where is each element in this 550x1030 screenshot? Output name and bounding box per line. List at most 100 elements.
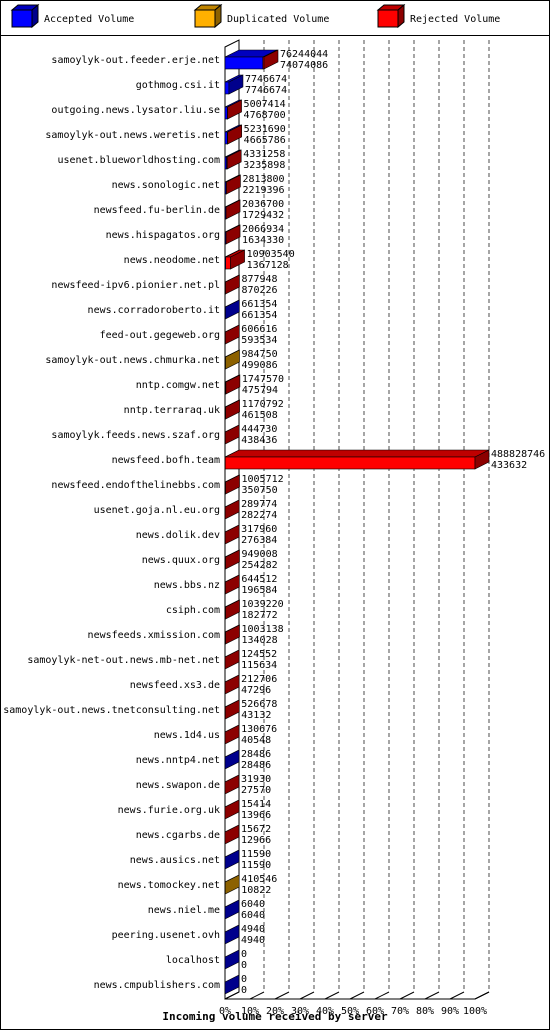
accepted-label: 6040 (241, 910, 265, 921)
accepted-label: 350750 (242, 485, 278, 496)
total-label: 317960 (241, 524, 277, 535)
total-label: 444730 (241, 424, 277, 435)
accepted-label: 661354 (241, 310, 277, 321)
x-tick-label: 90% (441, 1006, 459, 1017)
tick-mark (399, 991, 415, 1000)
accepted-label: 4940 (241, 935, 265, 946)
bar-segment (225, 256, 231, 270)
total-label: 6040 (241, 899, 265, 910)
category-label: newsfeed.bofh.team (112, 455, 220, 466)
accepted-label: 115634 (241, 660, 277, 671)
accepted-label: 27570 (241, 785, 271, 796)
x-tick-label: 60% (366, 1006, 384, 1017)
bar-side (224, 974, 240, 995)
accepted-label: 475794 (242, 385, 278, 396)
tick-mark (424, 991, 440, 1000)
tick-mark (474, 991, 490, 1000)
total-label: 0 (241, 974, 247, 985)
total-label: 1005712 (242, 474, 284, 485)
category-label: peering.usenet.ovh (112, 930, 220, 941)
x-tick-label: 10% (241, 1006, 259, 1017)
x-tick-label: 30% (291, 1006, 309, 1017)
category-label: news.neodome.net (124, 255, 220, 266)
category-label: news.niel.me (148, 905, 220, 916)
bar-side (225, 224, 241, 245)
bar-side (225, 274, 240, 295)
bar-segment (224, 456, 476, 470)
x-tick-label: 70% (391, 1006, 409, 1017)
bar-side (224, 649, 240, 670)
accepted-label: 461508 (242, 410, 278, 421)
bar-side (225, 624, 240, 645)
bar-side (224, 424, 240, 445)
category-label: samoylyk-out.feeder.erje.net (51, 55, 220, 66)
category-label: samoylyk-out.news.tnetconsulting.net (3, 705, 220, 716)
bar-side (225, 374, 241, 395)
accepted-label: 0 (241, 985, 247, 996)
x-tick-label: 0% (219, 1006, 231, 1017)
accepted-label: 254282 (241, 560, 277, 571)
bar-side (474, 449, 490, 470)
category-label: newsfeeds.xmission.com (88, 630, 220, 641)
category-label: newsfeed.endofthelinebbs.com (51, 480, 220, 491)
total-label: 31930 (241, 774, 271, 785)
total-label: 984750 (242, 349, 278, 360)
category-label: news.furie.org.uk (118, 805, 220, 816)
category-label: samoylyk-out.news.chmurka.net (45, 355, 220, 366)
total-label: 1039220 (242, 599, 284, 610)
category-label: samoylyk-out.news.weretis.net (45, 130, 220, 141)
accepted-label: 196584 (241, 585, 277, 596)
bar-side (224, 724, 240, 745)
x-tick-label: 20% (266, 1006, 284, 1017)
x-tick-label: 40% (316, 1006, 334, 1017)
category-label: feed-out.gegeweb.org (100, 330, 220, 341)
bar-side (226, 174, 241, 195)
total-label: 15672 (241, 824, 271, 835)
legend-label: Rejected Volume (410, 14, 500, 25)
category-label: news.tomockey.net (118, 880, 220, 891)
accepted-label: 28486 (241, 760, 271, 771)
total-label: 4331258 (243, 149, 285, 160)
bar-side (224, 699, 240, 720)
total-label: 526678 (241, 699, 277, 710)
total-label: 661354 (241, 299, 277, 310)
accepted-label: 11590 (241, 860, 271, 871)
total-label: 949008 (241, 549, 277, 560)
accepted-label: 182772 (242, 610, 278, 621)
bar-side (227, 99, 242, 120)
accepted-label: 4768700 (244, 110, 286, 121)
accepted-label: 4665786 (244, 135, 286, 146)
total-label: 5007414 (244, 99, 286, 110)
accepted-label: 282274 (241, 510, 277, 521)
category-label: news.cgarbs.de (136, 830, 220, 841)
legend-label: Duplicated Volume (227, 14, 329, 25)
accepted-label: 13966 (241, 810, 271, 821)
bar-side (227, 124, 242, 145)
accepted-label: 1634330 (242, 235, 284, 246)
bar-side (224, 674, 240, 695)
accepted-label: 47296 (241, 685, 271, 696)
legend-swatch (377, 9, 399, 28)
total-label: 130676 (241, 724, 277, 735)
bar-side (225, 349, 240, 370)
total-label: 2036700 (242, 199, 284, 210)
tick-mark (374, 991, 390, 1000)
total-label: 289774 (241, 499, 277, 510)
bar-segment (224, 131, 228, 145)
bar-top (225, 449, 490, 458)
bar-side (224, 524, 240, 545)
accepted-label: 3235898 (243, 160, 285, 171)
category-label: usenet.blueworldhosting.com (57, 155, 220, 166)
total-label: 2813800 (242, 174, 284, 185)
category-label: newsfeed.fu-berlin.de (94, 205, 220, 216)
bar-side (224, 799, 240, 820)
total-label: 4940 (241, 924, 265, 935)
category-label: news.cmpublishers.com (94, 980, 220, 991)
category-label: newsfeed.xs3.de (130, 680, 220, 691)
accepted-label: 1367128 (247, 260, 289, 271)
bar-side (224, 774, 240, 795)
accepted-label: 2219396 (242, 185, 284, 196)
